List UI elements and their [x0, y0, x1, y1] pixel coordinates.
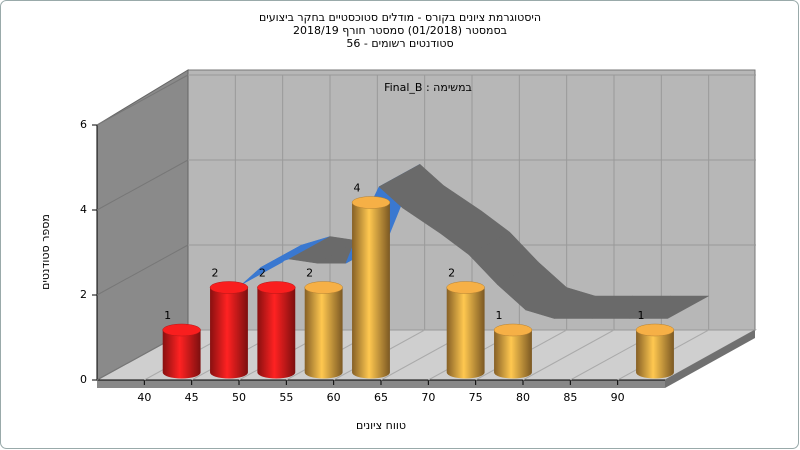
y-tick-label: 0: [80, 373, 87, 386]
bar: [209, 281, 249, 379]
bar-body: [304, 287, 343, 379]
y-axis-title: מספר סטודנטים: [39, 214, 52, 290]
bar-top: [209, 281, 249, 294]
x-tick-label: 55: [279, 391, 293, 404]
bar-body: [352, 202, 390, 379]
bar-top: [162, 323, 201, 337]
x-tick-label: 50: [232, 391, 246, 404]
bar-body: [210, 287, 248, 379]
x-tick-label: 85: [563, 391, 577, 404]
data-label: 2: [306, 267, 313, 280]
bar-body: [257, 287, 296, 379]
x-tick-label: 45: [185, 391, 199, 404]
chart-title: היסטוגרמת ציונים בקורס - מודלים סטוכסטיי…: [259, 11, 541, 24]
x-tick-label: 75: [469, 391, 483, 404]
y-tick-label: 6: [80, 118, 87, 131]
x-tick-label: 90: [611, 391, 625, 404]
data-label: 1: [164, 309, 171, 322]
data-label: 1: [495, 309, 502, 322]
bar-body: [494, 330, 532, 379]
bar-top: [493, 323, 533, 337]
grid-line: [96, 244, 189, 296]
bar: [446, 281, 485, 379]
data-label: 4: [353, 182, 360, 195]
grid-line: [96, 159, 189, 211]
x-tick-label: 65: [374, 391, 388, 404]
annotation: במשימה : Final_B: [384, 81, 472, 94]
chart-subtitle: בסמסטר (01/2018) סמסטר חורף 2018/19: [293, 24, 507, 37]
y-tick-label: 2: [80, 288, 87, 301]
bar: [493, 323, 533, 379]
bar-top: [446, 281, 485, 294]
bar: [304, 281, 343, 379]
data-label: 2: [448, 267, 455, 280]
bar: [257, 281, 296, 379]
bar-top: [351, 196, 391, 209]
y-tick-label: 4: [80, 203, 87, 216]
bar-top: [304, 281, 343, 294]
data-label: 1: [637, 309, 644, 322]
bar-body: [446, 287, 485, 379]
bar-top: [257, 281, 296, 294]
x-tick-label: 60: [327, 391, 341, 404]
x-axis-title: טווח ציונים: [356, 419, 406, 432]
floor-edge: [665, 330, 755, 388]
grid-line: [522, 329, 615, 381]
curve-segment: [629, 295, 709, 319]
bar-body: [162, 330, 201, 379]
bar: [162, 323, 201, 379]
chart-subtitle: סטודנטים רשומים - 56: [346, 37, 453, 50]
x-tick-label: 70: [421, 391, 435, 404]
grid-line: [96, 74, 189, 126]
data-label: 2: [259, 267, 266, 280]
x-tick-label: 40: [137, 391, 151, 404]
bar-body: [636, 330, 674, 379]
bar: [635, 323, 675, 379]
data-label: 2: [211, 267, 218, 280]
bar: [351, 196, 391, 379]
bar-top: [635, 323, 675, 337]
x-tick-label: 80: [516, 391, 530, 404]
